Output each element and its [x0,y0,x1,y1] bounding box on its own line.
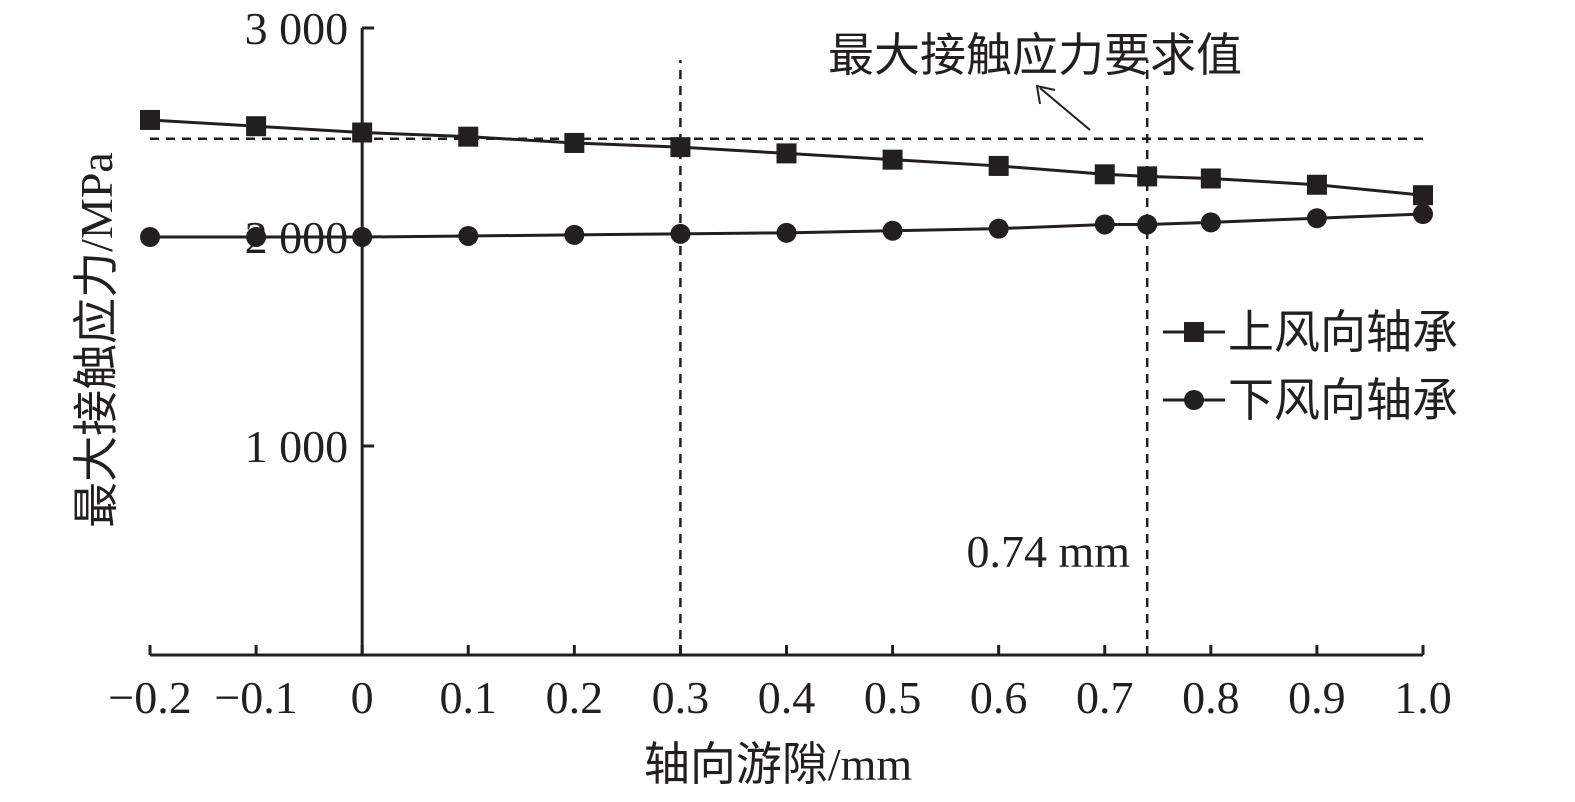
series-group [140,109,1433,247]
axes-group: −0.2 −0.1 0 0.1 0.2 0.3 0.4 0.5 0.6 0.7 0.8 0.9 1.0 1… [108,3,1451,723]
data-point-circle [1200,212,1221,233]
data-point-circle [140,227,160,247]
legend-marker-square [1184,322,1204,342]
data-point-square [670,137,691,158]
legend-label-upwind: 上风向轴承 [1228,307,1458,358]
vertical-line-label: 0.74 mm [966,526,1130,577]
x-axis-title: 轴向游隙/mm [644,739,913,790]
reference-line-label: 最大接触应力要求值 [828,30,1242,81]
data-point-square [564,132,585,153]
data-point-circle [458,225,479,246]
y-tick-label: 1 000 [245,421,349,472]
x-tick-label: 0.7 [1076,672,1134,723]
x-tick-label: 0.1 [440,672,498,723]
data-point-square [1413,185,1433,206]
x-tick-label: 0.6 [970,672,1028,723]
x-tick-label: 0.2 [546,672,604,723]
x-tick-label: 0.9 [1288,672,1346,723]
data-point-square [1306,174,1327,195]
legend: 上风向轴承 下风向轴承 [1163,307,1458,426]
x-tick-label: −0.1 [214,672,297,723]
x-tick-label: 0.8 [1182,672,1240,723]
data-point-square [458,126,479,147]
data-point-circle [246,227,267,247]
data-point-square [352,122,373,143]
x-tick-label: −0.2 [108,672,191,723]
data-point-circle [564,224,585,245]
data-point-circle [352,227,373,247]
data-point-square [776,143,797,164]
y-tick-label: 3 000 [245,3,349,54]
series-line [150,212,1424,239]
annotation-arrow-shaft [1039,87,1091,131]
data-point-circle [1306,208,1327,229]
y-axis-title: 最大接触应力/MPa [71,152,122,528]
data-point-square [988,155,1009,176]
legend-label-downwind: 下风向轴承 [1228,375,1458,426]
data-point-square [1137,166,1158,187]
x-tick-label: 1.0 [1394,672,1452,723]
x-tick-label: 0.3 [652,672,710,723]
data-point-circle [776,222,797,243]
data-point-square [140,109,160,130]
annotation-arrow-head [1035,84,1056,105]
legend-marker-circle [1184,390,1204,410]
data-point-circle [1413,204,1433,225]
data-point-circle [988,218,1009,239]
data-point-square [1200,168,1221,189]
data-point-circle [882,220,903,241]
data-point-square [246,116,267,137]
x-tick-label: 0 [351,672,374,723]
x-tick-label: 0.5 [864,672,922,723]
data-point-square [882,149,903,170]
data-point-circle [1094,214,1115,235]
series-line [149,118,1424,197]
data-point-circle [670,223,691,244]
x-tick-label: 0.4 [758,672,816,723]
data-point-square [1094,164,1115,185]
data-point-circle [1137,214,1158,235]
